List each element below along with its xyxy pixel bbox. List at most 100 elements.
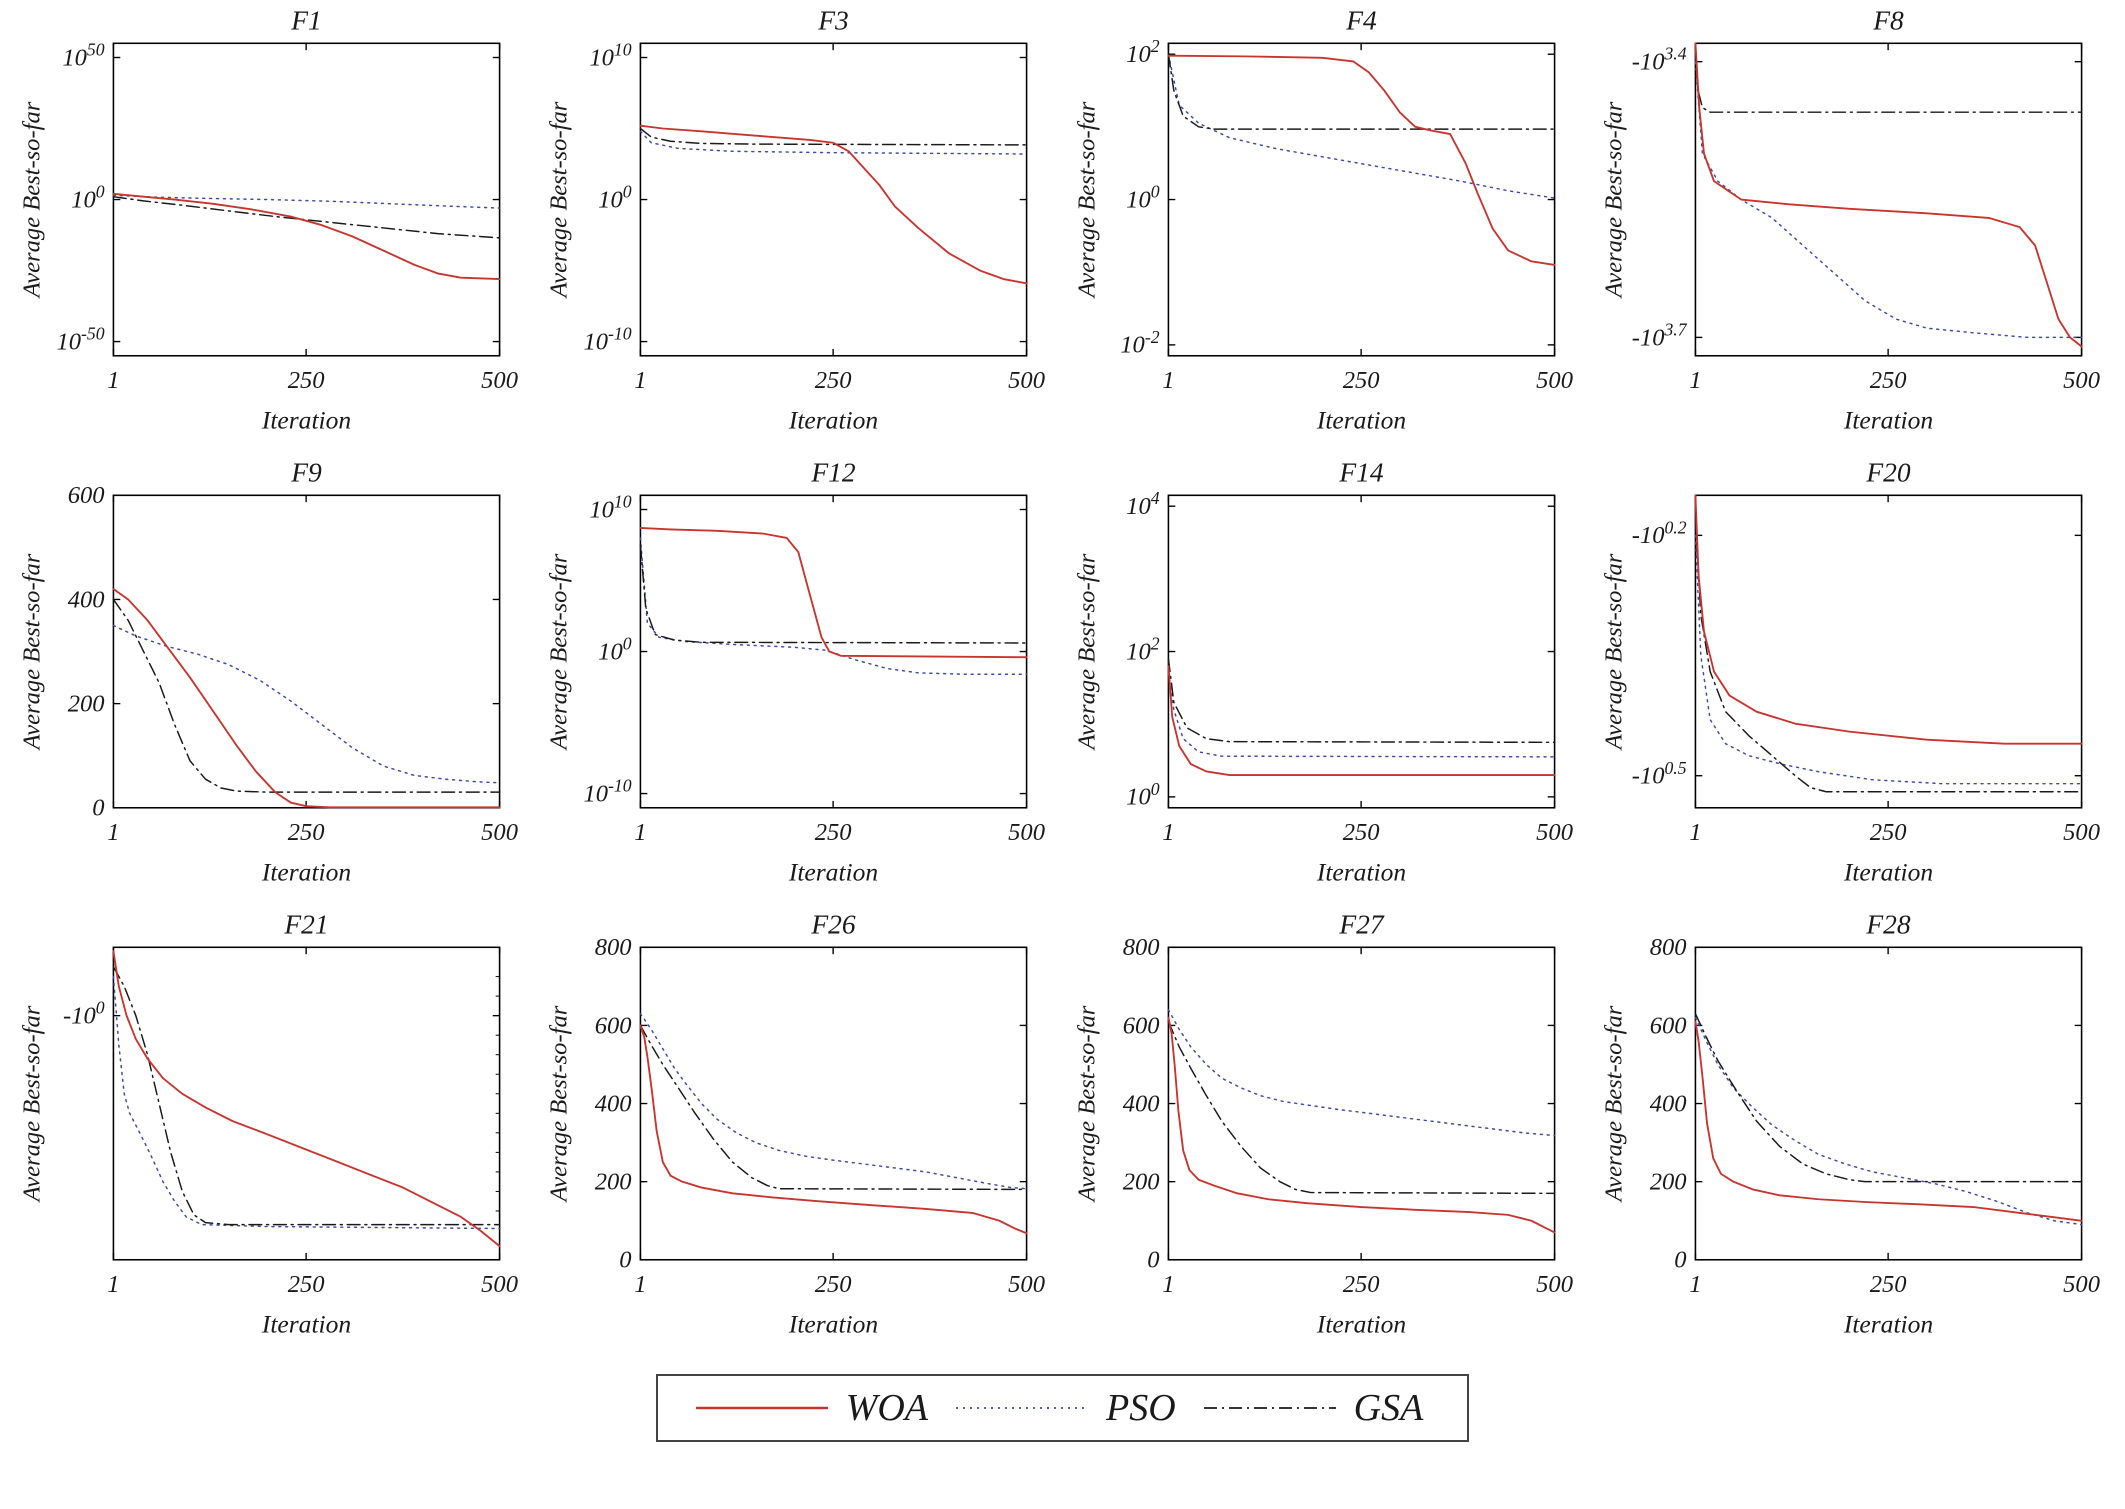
chart-F12: F12 Average Best-so-far Iteration 1 250 500 10… — [546, 457, 1045, 887]
svg-text:Iteration: Iteration — [788, 1309, 878, 1338]
legend-wrap: WOA PSO GSA — [0, 1374, 2125, 1442]
svg-text:100: 100 — [598, 182, 632, 214]
svg-text:800: 800 — [595, 934, 632, 961]
svg-text:F4: F4 — [1345, 5, 1377, 36]
svg-text:Average Best-so-far: Average Best-so-far — [546, 1005, 573, 1203]
svg-text:600: 600 — [1122, 1012, 1159, 1039]
svg-text:Average Best-so-far: Average Best-so-far — [19, 1005, 46, 1203]
svg-text:Average Best-so-far: Average Best-so-far — [1600, 101, 1627, 299]
svg-text:500: 500 — [481, 367, 518, 394]
series-woa-F26 — [639, 1024, 1028, 1235]
series-gsa-F12 — [639, 544, 1028, 644]
svg-text:Iteration: Iteration — [788, 405, 878, 434]
svg-text:Average Best-so-far: Average Best-so-far — [1600, 553, 1627, 751]
chart-F8: F8 Average Best-so-far Iteration 1 250 500 -10… — [1600, 5, 2100, 435]
svg-text:F27: F27 — [1338, 909, 1385, 940]
svg-text:500: 500 — [2063, 819, 2100, 846]
svg-text:Average Best-so-far: Average Best-so-far — [546, 553, 573, 751]
svg-text:200: 200 — [1650, 1169, 1687, 1196]
legend-item-gsa: GSA — [1200, 1386, 1434, 1430]
chart-panel-F20: F20 Average Best-so-far Iteration 1 250 500 -1… — [1590, 456, 2117, 908]
series-gsa-F9 — [112, 598, 501, 793]
svg-text:500: 500 — [481, 819, 518, 846]
svg-text:F1: F1 — [290, 5, 322, 36]
svg-text:Iteration: Iteration — [1843, 405, 1933, 434]
legend-item-woa: WOA — [692, 1386, 938, 1430]
series-pso-F20 — [1694, 534, 2083, 785]
series-woa-F8 — [1694, 42, 2083, 348]
chart-F28: F28 Average Best-so-far Iteration 1 250 500 80… — [1600, 909, 2099, 1339]
svg-text:Average Best-so-far: Average Best-so-far — [19, 553, 46, 751]
pso-line-icon — [956, 1407, 1088, 1409]
series-woa-F28 — [1694, 1020, 2083, 1222]
chart-panel-F3: F3 Average Best-so-far Iteration 1 250 500 101… — [535, 4, 1062, 456]
svg-text:F12: F12 — [811, 457, 857, 488]
svg-text:500: 500 — [1536, 1271, 1573, 1298]
series-woa-F1 — [112, 192, 501, 280]
series-gsa-F21 — [112, 966, 501, 1226]
series-woa-F3 — [639, 124, 1028, 285]
svg-text:250: 250 — [1869, 1271, 1906, 1298]
chart-F3: F3 Average Best-so-far Iteration 1 250 500 101… — [546, 5, 1045, 435]
svg-text:1: 1 — [107, 819, 119, 846]
series-pso-F26 — [639, 1012, 1028, 1190]
chart-panel-F14: F14 Average Best-so-far Iteration 1 250 500 10… — [1063, 456, 1590, 908]
series-gsa-F3 — [639, 127, 1028, 146]
svg-text:0: 0 — [92, 795, 104, 822]
svg-text:1: 1 — [107, 1271, 119, 1298]
svg-text:250: 250 — [815, 819, 852, 846]
series-gsa-F26 — [639, 1024, 1028, 1191]
legend-item-pso: PSO — [952, 1386, 1186, 1430]
series-gsa-F4 — [1167, 53, 1555, 130]
chart-F27: F27 Average Best-so-far Iteration 1 250 500 80… — [1073, 909, 1573, 1339]
svg-text:F21: F21 — [283, 909, 328, 940]
svg-text:-100.5: -100.5 — [1632, 758, 1687, 790]
svg-text:Iteration: Iteration — [261, 857, 351, 886]
svg-text:Iteration: Iteration — [1315, 1309, 1405, 1338]
svg-text:1: 1 — [1689, 819, 1701, 846]
svg-text:-103.7: -103.7 — [1632, 319, 1688, 351]
svg-text:500: 500 — [2063, 367, 2100, 394]
svg-text:Average Best-so-far: Average Best-so-far — [1073, 553, 1100, 751]
svg-text:500: 500 — [1008, 367, 1045, 394]
chart-panel-F26: F26 Average Best-so-far Iteration 1 250 500 80… — [535, 908, 1062, 1360]
figure-grid: F1 Average Best-so-far Iteration 1 250 500 105… — [19, 4, 2117, 1360]
svg-text:400: 400 — [595, 1090, 632, 1117]
svg-text:800: 800 — [1650, 934, 1687, 961]
svg-text:Average Best-so-far: Average Best-so-far — [1073, 1005, 1100, 1203]
svg-text:250: 250 — [288, 367, 325, 394]
svg-text:200: 200 — [68, 690, 105, 717]
svg-text:Average Best-so-far: Average Best-so-far — [19, 101, 46, 299]
series-woa-F12 — [639, 526, 1028, 659]
series-woa-F27 — [1166, 1016, 1556, 1234]
svg-text:500: 500 — [481, 1271, 518, 1298]
svg-text:250: 250 — [815, 367, 852, 394]
svg-text:500: 500 — [1008, 1271, 1045, 1298]
svg-text:Average Best-so-far: Average Best-so-far — [1600, 1005, 1627, 1203]
series-woa-F21 — [112, 950, 501, 1248]
svg-text:100: 100 — [71, 182, 105, 214]
svg-text:Iteration: Iteration — [1843, 1309, 1933, 1338]
svg-text:Iteration: Iteration — [1315, 857, 1405, 886]
svg-text:F20: F20 — [1865, 457, 1911, 488]
chart-panel-F4: F4 Average Best-so-far Iteration 1 250 500 102… — [1063, 4, 1590, 456]
svg-text:600: 600 — [1650, 1012, 1687, 1039]
legend-box: WOA PSO GSA — [655, 1374, 1470, 1442]
series-pso-F12 — [639, 537, 1028, 675]
svg-text:1010: 1010 — [590, 492, 632, 524]
series-woa-F4 — [1166, 54, 1556, 266]
gsa-line-icon — [1203, 1407, 1336, 1409]
chart-panel-F8: F8 Average Best-so-far Iteration 1 250 500 -10… — [1590, 4, 2117, 456]
chart-F4: F4 Average Best-so-far Iteration 1 250 500 102… — [1073, 5, 1572, 435]
svg-text:250: 250 — [1869, 819, 1906, 846]
svg-text:250: 250 — [288, 819, 325, 846]
series-pso-F1 — [112, 194, 501, 209]
svg-text:1: 1 — [1162, 819, 1174, 846]
series-pso-F21 — [112, 975, 501, 1230]
svg-text:800: 800 — [1122, 934, 1159, 961]
svg-text:250: 250 — [1342, 1271, 1379, 1298]
svg-text:Iteration: Iteration — [1315, 405, 1405, 434]
svg-text:F28: F28 — [1865, 909, 1911, 940]
svg-text:1: 1 — [635, 1271, 647, 1298]
series-pso-F9 — [112, 624, 501, 784]
